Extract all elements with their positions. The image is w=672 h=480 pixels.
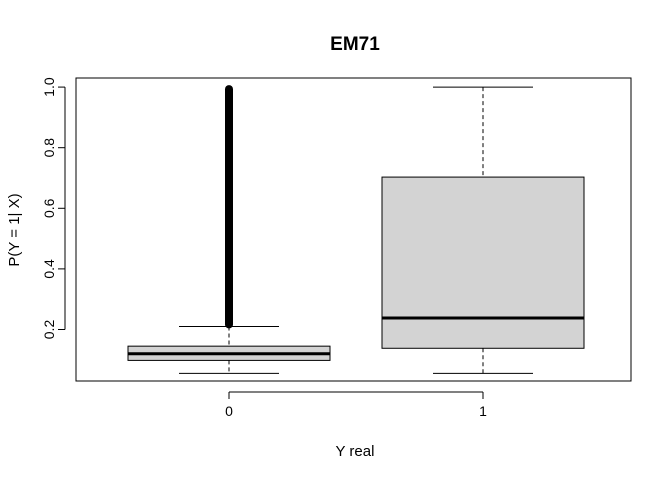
y-axis-label: P(Y = 1| X)	[6, 193, 23, 266]
box-iqr	[381, 176, 585, 349]
x-tick-label: 1	[479, 403, 487, 419]
y-tick-label: 0.6	[41, 198, 57, 218]
outlier-points	[225, 85, 233, 329]
y-tick-label: 0.4	[41, 259, 57, 279]
plot-frame	[75, 77, 632, 382]
chart-title: EM71	[330, 34, 380, 55]
y-tick-label: 0.2	[41, 320, 57, 340]
x-axis-label: Y real	[336, 443, 375, 460]
boxes-layer	[127, 85, 585, 374]
y-axis: 0.2 0.4 0.6 0.8 1.0	[41, 77, 66, 340]
y-tick-label: 0.8	[41, 138, 57, 158]
box-group-1	[381, 86, 585, 374]
box-group-0	[127, 85, 331, 374]
x-tick-label: 0	[225, 403, 233, 419]
y-tick-label: 1.0	[41, 77, 57, 97]
